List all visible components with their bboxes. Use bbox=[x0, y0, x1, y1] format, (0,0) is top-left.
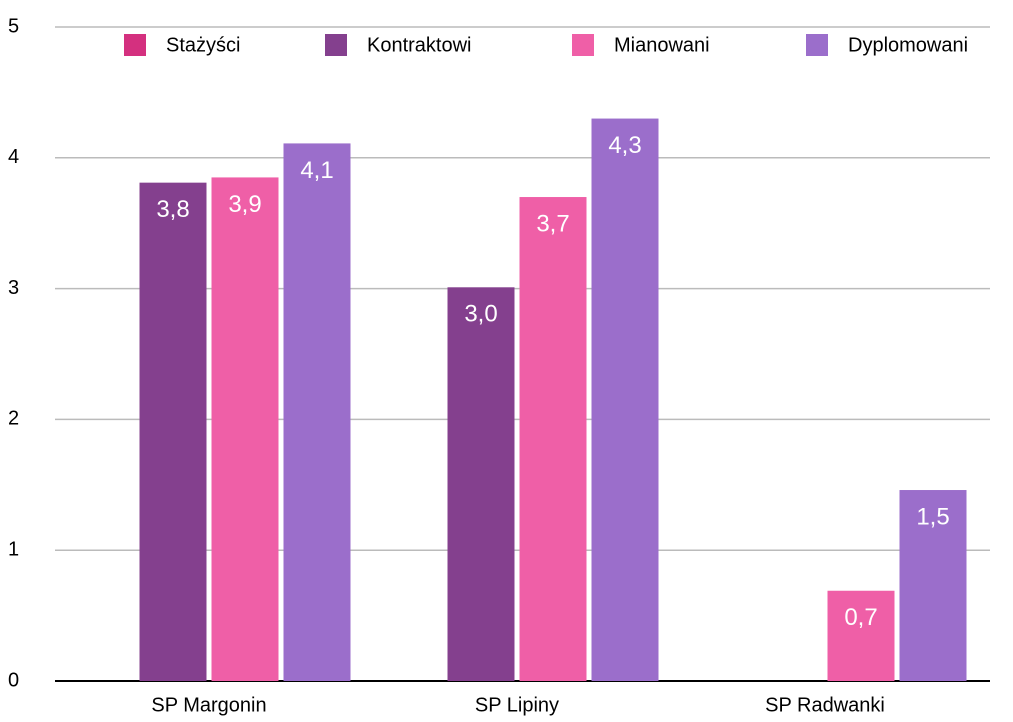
legend-label: Dyplomowani bbox=[848, 34, 968, 56]
y-tick-label: 3 bbox=[8, 277, 19, 299]
legend-swatch bbox=[325, 34, 347, 56]
legend-swatch bbox=[572, 34, 594, 56]
legend-swatch bbox=[806, 34, 828, 56]
y-tick-label: 0 bbox=[8, 669, 19, 691]
data-label: 3,9 bbox=[228, 191, 261, 218]
legend-swatch bbox=[124, 34, 146, 56]
data-label: 3,8 bbox=[156, 196, 189, 223]
bar bbox=[519, 197, 587, 682]
x-tick-label: SP Lipiny bbox=[475, 694, 559, 716]
bar bbox=[283, 143, 351, 682]
data-label: 3,0 bbox=[464, 301, 497, 328]
data-label: 3,7 bbox=[536, 210, 569, 237]
y-tick-label: 1 bbox=[8, 538, 19, 560]
legend-label: Kontraktowi bbox=[367, 34, 472, 56]
data-label: 0,7 bbox=[844, 604, 877, 631]
data-label: 4,3 bbox=[608, 132, 641, 159]
bar bbox=[899, 490, 967, 681]
y-tick-label: 2 bbox=[8, 408, 19, 430]
y-tick-label: 5 bbox=[8, 15, 19, 37]
bar bbox=[211, 177, 279, 682]
bar bbox=[591, 118, 659, 681]
data-label: 4,1 bbox=[300, 157, 333, 184]
legend-label: Stażyści bbox=[166, 34, 240, 56]
x-tick-label: SP Radwanki bbox=[765, 694, 885, 716]
data-label: 1,5 bbox=[916, 503, 949, 530]
x-tick-label: SP Margonin bbox=[151, 694, 266, 716]
y-tick-label: 4 bbox=[8, 146, 19, 168]
bar bbox=[447, 287, 515, 681]
bar bbox=[827, 590, 895, 681]
legend-label: Mianowani bbox=[614, 34, 710, 56]
bar bbox=[139, 182, 207, 682]
